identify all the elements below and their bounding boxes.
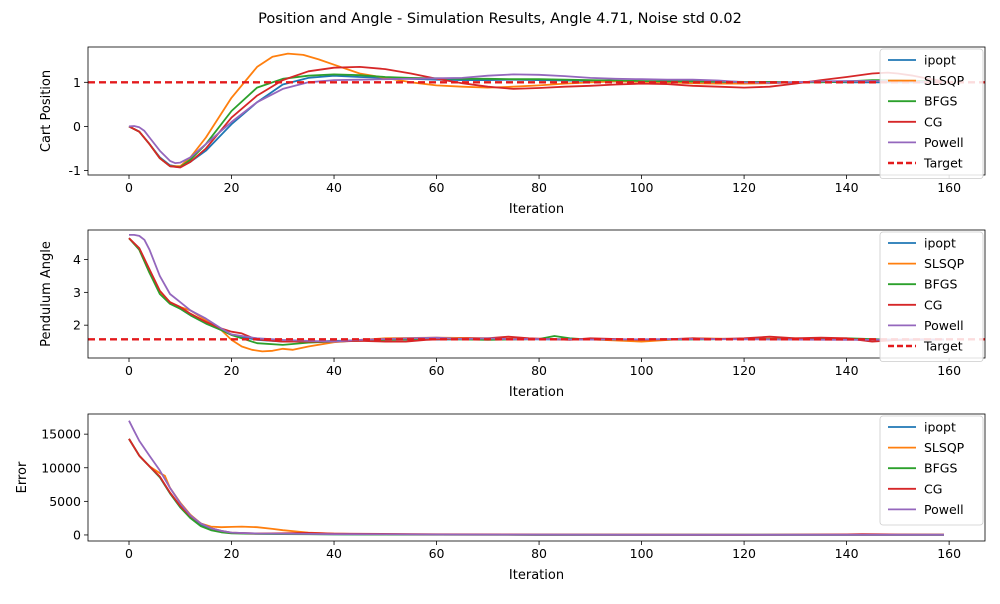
x-axis-label: Iteration	[509, 568, 564, 583]
plot-area	[128, 420, 945, 536]
legend-label-bfgs: BFGS	[924, 94, 957, 109]
x-tick-label: 40	[326, 363, 342, 378]
x-tick-label: 80	[531, 180, 547, 195]
legend-label-bfgs: BFGS	[924, 277, 957, 292]
x-tick-label: 160	[937, 180, 961, 195]
legend-label-bfgs: BFGS	[924, 461, 957, 476]
x-tick-label: 20	[224, 180, 240, 195]
plot-area	[88, 233, 985, 353]
x-tick-label: 100	[630, 546, 654, 561]
x-axis-label: Iteration	[509, 202, 564, 217]
legend-label-powell: Powell	[924, 318, 964, 333]
x-tick-label: 140	[835, 363, 859, 378]
plot-area	[88, 52, 985, 169]
y-tick-label: 5000	[49, 494, 81, 509]
x-axis-label: Iteration	[509, 385, 564, 400]
x-tick-label: 140	[835, 546, 859, 561]
legend: ipopt SLSQP BFGS CG Powell	[879, 415, 984, 526]
x-tick-label: 60	[429, 180, 445, 195]
subplot-2: 0 20 40 60 80 100 120 140 160 2 3 4 Iteration Pendulu…	[39, 229, 986, 400]
legend-label-slsqp: SLSQP	[924, 256, 965, 271]
axes-frame	[87, 229, 986, 359]
y-tick-label: 3	[73, 285, 81, 300]
legend-label-ipopt: ipopt	[924, 53, 956, 68]
y-tick-label: 4	[73, 252, 81, 267]
x-tick-label: 100	[630, 180, 654, 195]
legend-label-cg: CG	[924, 297, 942, 312]
x-tick-label: 40	[326, 180, 342, 195]
legend: ipopt SLSQP BFGS CG Powell Target	[879, 48, 984, 180]
legend-label-slsqp: SLSQP	[924, 73, 965, 88]
axes-frame	[87, 413, 986, 542]
y-tick-label: 0	[73, 527, 81, 542]
x-tick-label: 80	[531, 363, 547, 378]
y-tick-label: 15000	[41, 427, 81, 442]
x-tick-label: 60	[429, 363, 445, 378]
y-axis-label: Error	[15, 461, 30, 493]
y-tick-label: 1	[73, 75, 81, 90]
axes-frame	[87, 46, 986, 176]
x-tick-label: 140	[835, 180, 859, 195]
subplot-3: 0 20 40 60 80 100 120 140 160 0 5000 10000 15000 Iter…	[15, 413, 986, 583]
x-tick-label: 120	[732, 546, 756, 561]
legend-label-powell: Powell	[924, 502, 964, 517]
legend-label-slsqp: SLSQP	[924, 440, 965, 455]
y-tick-label: 0	[73, 119, 81, 134]
x-tick-label: 0	[125, 363, 133, 378]
x-tick-label: 20	[224, 363, 240, 378]
legend-label-powell: Powell	[924, 135, 964, 150]
x-tick-label: 0	[125, 180, 133, 195]
x-tick-label: 0	[125, 546, 133, 561]
y-axis-label: Cart Position	[39, 70, 54, 152]
y-axis-label: Pendulum Angle	[39, 241, 54, 347]
subplot-1: 0 20 40 60 80 100 120 140 160 -1 0 1 Iteration Cart P…	[39, 46, 986, 217]
legend-label-cg: CG	[924, 481, 942, 496]
legend-label-target: Target	[923, 156, 963, 171]
y-tick-label: 2	[73, 318, 81, 333]
x-tick-label: 80	[531, 546, 547, 561]
legend-label-target: Target	[923, 339, 963, 354]
x-tick-label: 100	[630, 363, 654, 378]
x-tick-label: 160	[937, 546, 961, 561]
x-tick-label: 60	[429, 546, 445, 561]
series-line-powell	[128, 420, 944, 536]
x-tick-label: 120	[732, 180, 756, 195]
legend-label-ipopt: ipopt	[924, 236, 956, 251]
x-tick-label: 40	[326, 546, 342, 561]
figure-title: Position and Angle - Simulation Results,…	[258, 11, 742, 27]
x-tick-label: 120	[732, 363, 756, 378]
legend-label-ipopt: ipopt	[924, 420, 956, 435]
y-tick-label: -1	[69, 163, 81, 178]
x-tick-label: 20	[224, 546, 240, 561]
x-tick-label: 160	[937, 363, 961, 378]
series-line-cg	[128, 66, 945, 169]
y-tick-label: 10000	[41, 460, 81, 475]
legend: ipopt SLSQP BFGS CG Powell Target	[879, 231, 984, 363]
legend-box	[879, 415, 984, 526]
legend-label-cg: CG	[924, 114, 942, 129]
